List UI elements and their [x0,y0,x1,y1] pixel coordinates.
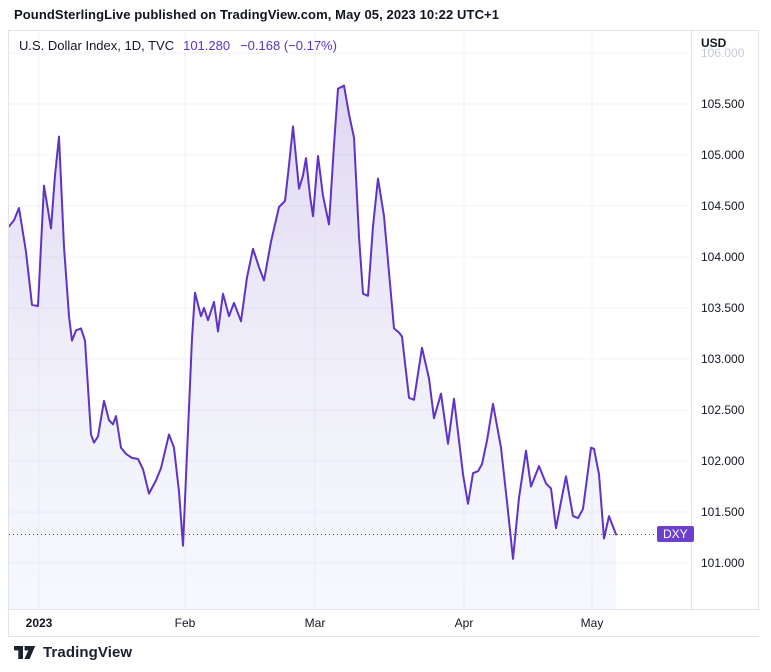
chart-plot-area[interactable]: U.S. Dollar Index, 1D, TVC 101.280 −0.16… [9,31,694,609]
price-tick-label: 102.500 [701,403,745,417]
time-tick-label: Apr [454,616,474,630]
attribution-header: PoundSterlingLive published on TradingVi… [14,7,500,22]
price-line [9,84,617,560]
symbol-legend[interactable]: U.S. Dollar Index, 1D, TVC 101.280 −0.16… [19,38,337,53]
time-tick-label: Mar [304,616,326,630]
price-tick-label: 103.500 [701,301,745,315]
price-tick-label: 103.000 [701,352,745,366]
symbol-title[interactable]: U.S. Dollar Index, 1D, TVC [19,38,175,53]
footer: TradingView [14,644,132,661]
tradingview-brand-text[interactable]: TradingView [43,644,133,661]
price-tick-label: 105.500 [701,97,745,111]
time-tick-label: 2023 [25,616,53,630]
price-tick-label: 101.500 [701,505,745,519]
area-fill [9,85,616,609]
price-tick-label: 101.000 [701,556,745,570]
price-tick-label: 105.000 [701,148,745,162]
time-tick-label: Feb [174,616,196,630]
time-tick-label: May [580,616,604,630]
price-tick-faded: 106.000 [701,46,745,60]
price-tick-label: 104.000 [701,250,745,264]
tradingview-logo-icon[interactable] [14,645,36,660]
time-axis[interactable]: 2023 Feb Mar Apr May [9,609,760,636]
price-axis[interactable]: USD 106.000 105.500 105.000 104.500 104.000… [691,31,758,609]
series-label-badge: DXY [657,526,694,543]
price-chart-svg [9,31,692,609]
price-change-value: −0.168 (−0.17%) [240,38,337,53]
last-price-value: 101.280 [183,38,231,53]
currency-label: USD [701,36,727,50]
price-tick-label: 104.500 [701,199,745,213]
price-tick-label: 102.000 [701,454,745,468]
chart-container: U.S. Dollar Index, 1D, TVC 101.280 −0.16… [8,30,760,637]
